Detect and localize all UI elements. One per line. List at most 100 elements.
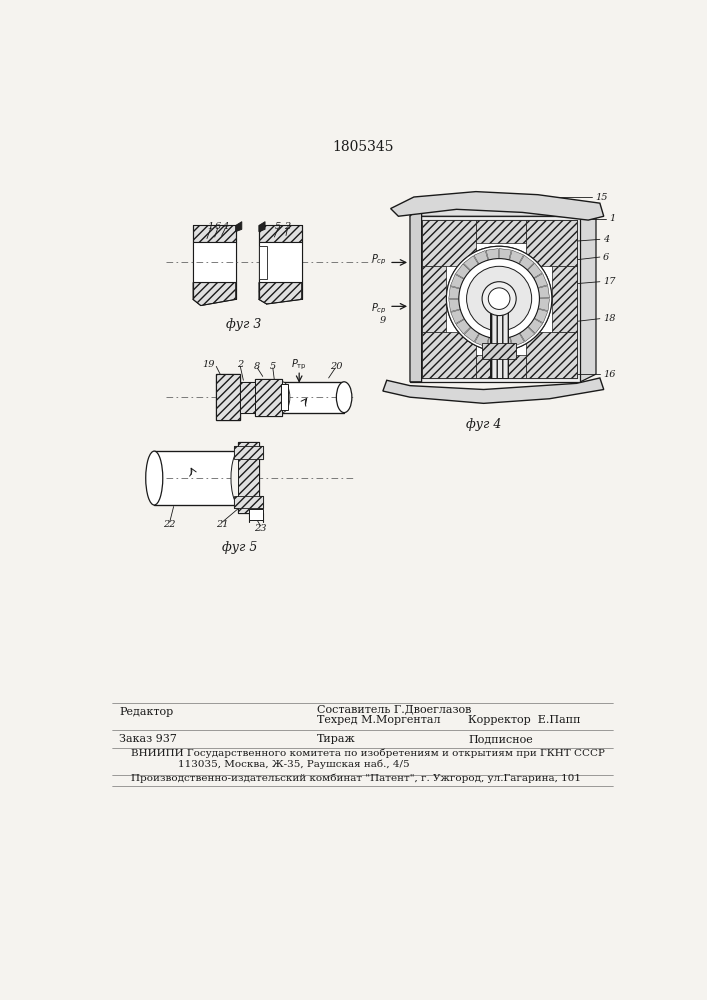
Polygon shape [538, 299, 549, 311]
Polygon shape [487, 337, 499, 349]
Polygon shape [234, 496, 263, 508]
Text: 22: 22 [163, 520, 176, 529]
Circle shape [446, 246, 552, 351]
Bar [240, 382, 255, 413]
Text: фуг 5: фуг 5 [222, 541, 257, 554]
Ellipse shape [231, 451, 248, 505]
Polygon shape [474, 251, 488, 264]
Text: 6: 6 [603, 253, 609, 262]
Text: Заказ 937: Заказ 937 [119, 734, 177, 744]
Polygon shape [255, 379, 282, 416]
Text: Корректор  Е.Папп: Корректор Е.Папп [468, 715, 580, 725]
Polygon shape [500, 337, 512, 349]
Polygon shape [528, 319, 543, 333]
Text: $P_{\rm тр}$: $P_{\rm тр}$ [291, 358, 307, 372]
Polygon shape [510, 250, 524, 264]
Text: 5: 5 [275, 222, 281, 231]
Polygon shape [259, 282, 301, 304]
Polygon shape [456, 319, 471, 334]
Bar [238, 442, 259, 513]
Bar [234, 446, 263, 459]
Polygon shape [464, 327, 479, 342]
Polygon shape [238, 442, 259, 513]
Polygon shape [450, 310, 464, 324]
Polygon shape [240, 382, 255, 413]
Polygon shape [421, 266, 446, 332]
Polygon shape [526, 220, 577, 266]
Text: $P_{cp}$: $P_{cp}$ [371, 253, 387, 267]
Circle shape [459, 259, 539, 339]
Text: 20: 20 [330, 362, 343, 371]
Text: 1805345: 1805345 [332, 140, 394, 154]
Polygon shape [482, 343, 516, 359]
Polygon shape [259, 222, 265, 232]
Text: фуг 4: фуг 4 [466, 418, 501, 431]
Polygon shape [216, 374, 240, 420]
Polygon shape [281, 384, 288, 410]
Polygon shape [249, 509, 263, 520]
Polygon shape [520, 327, 534, 342]
Bar [259, 246, 267, 279]
Text: 21: 21 [216, 520, 228, 529]
Polygon shape [235, 222, 242, 232]
Text: 4: 4 [603, 235, 609, 244]
Text: 23: 23 [255, 524, 267, 533]
Circle shape [489, 288, 510, 309]
Text: 1: 1 [208, 222, 214, 231]
Polygon shape [410, 203, 421, 382]
Polygon shape [410, 203, 596, 216]
Text: 15: 15 [595, 192, 608, 202]
Text: 18: 18 [603, 314, 616, 323]
Polygon shape [421, 220, 476, 266]
Text: Редактор: Редактор [119, 707, 174, 717]
Ellipse shape [146, 451, 163, 505]
Polygon shape [449, 287, 460, 299]
Polygon shape [410, 216, 580, 382]
Polygon shape [259, 225, 301, 242]
Polygon shape [527, 263, 542, 278]
Text: 6: 6 [215, 222, 221, 231]
Bar [234, 496, 263, 508]
Polygon shape [464, 256, 479, 270]
Ellipse shape [337, 382, 352, 413]
Polygon shape [421, 332, 476, 378]
Polygon shape [519, 255, 534, 270]
Polygon shape [580, 203, 596, 382]
Text: 16: 16 [603, 370, 616, 379]
Polygon shape [476, 220, 526, 243]
Polygon shape [510, 333, 525, 347]
Polygon shape [538, 286, 549, 298]
Polygon shape [193, 282, 235, 306]
Polygon shape [421, 220, 577, 378]
Circle shape [446, 246, 552, 351]
Polygon shape [391, 192, 604, 220]
Polygon shape [490, 299, 508, 378]
Text: 17: 17 [603, 277, 616, 286]
Polygon shape [234, 446, 263, 459]
Circle shape [482, 282, 516, 316]
Polygon shape [455, 264, 470, 279]
Text: Подписное: Подписное [468, 734, 533, 744]
Polygon shape [476, 355, 526, 378]
Text: $P_{cp}$: $P_{cp}$ [371, 301, 387, 316]
Text: 4: 4 [223, 222, 228, 231]
Polygon shape [282, 382, 344, 413]
Polygon shape [449, 299, 460, 312]
Bar [259, 242, 301, 282]
Text: фуг 3: фуг 3 [226, 318, 261, 331]
Polygon shape [474, 334, 489, 347]
Polygon shape [383, 378, 604, 403]
Polygon shape [534, 274, 547, 288]
Text: Тираж: Тираж [317, 734, 356, 744]
Polygon shape [450, 274, 464, 288]
Text: ВНИИПИ Государственного комитета по изобретениям и открытиям при ГКНТ СССР: ВНИИПИ Государственного комитета по изоб… [131, 748, 605, 758]
Ellipse shape [274, 382, 290, 413]
Text: Составитель Г.Двоеглазов: Составитель Г.Двоеглазов [317, 704, 472, 714]
Polygon shape [526, 332, 577, 378]
Text: 9: 9 [380, 316, 386, 325]
Bar [193, 242, 235, 282]
Polygon shape [552, 266, 577, 332]
Text: 5: 5 [269, 362, 276, 371]
Text: Производственно-издательский комбинат "Патент", г. Ужгород, ул.Гагарина, 101: Производственно-издательский комбинат "П… [131, 774, 581, 783]
Text: 2: 2 [237, 360, 243, 369]
